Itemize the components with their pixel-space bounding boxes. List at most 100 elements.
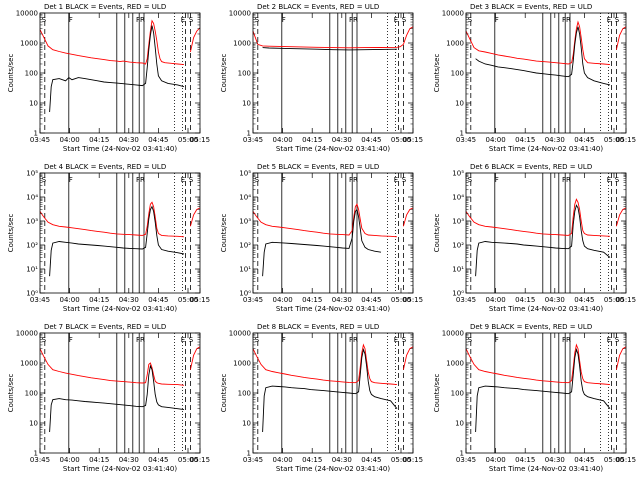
series-events bbox=[475, 347, 611, 433]
panel-title: Det 3 BLACK = Events, RED = ULD bbox=[470, 3, 592, 11]
x-tick-label: 03:45 bbox=[30, 296, 50, 304]
x-tick-label: 03:45 bbox=[243, 296, 263, 304]
plot-frame bbox=[252, 332, 414, 454]
series-uld bbox=[252, 26, 414, 49]
panel-title: Det 9 BLACK = Events, RED = ULD bbox=[470, 323, 592, 331]
marker-letter: E bbox=[607, 176, 611, 184]
x-tick-label: 04:15 bbox=[515, 136, 535, 144]
x-tick-label: 03:45 bbox=[30, 456, 50, 464]
x-tick-label: 04:45 bbox=[361, 456, 381, 464]
y-axis-label: Counts/sec bbox=[7, 214, 15, 253]
y-tick-label: 100 bbox=[25, 390, 38, 398]
x-tick-label: 05:00 bbox=[604, 136, 624, 144]
x-tick-label: 04:30 bbox=[332, 456, 352, 464]
y-tick-label: 10000 bbox=[16, 330, 38, 338]
y-tick-label: 10 bbox=[29, 100, 38, 108]
x-tick-label: 04:15 bbox=[515, 296, 535, 304]
plot-frame bbox=[252, 172, 414, 294]
y-axis-label: Counts/sec bbox=[433, 374, 441, 413]
y-tick-label: 10 bbox=[242, 420, 251, 428]
marker-letter: F bbox=[69, 336, 73, 344]
marker-letter: S bbox=[615, 176, 620, 184]
y-tick-label: 10⁴ bbox=[239, 194, 251, 202]
marker-letter: F bbox=[495, 176, 499, 184]
y-tick-label: 1000 bbox=[446, 360, 464, 368]
x-tick-label: 04:30 bbox=[545, 296, 565, 304]
x-tick-label: 05:00 bbox=[604, 456, 624, 464]
series-uld bbox=[402, 346, 414, 370]
x-tick-label: 03:45 bbox=[456, 296, 476, 304]
series-events bbox=[49, 205, 185, 277]
marker-letter: FR bbox=[349, 176, 358, 184]
series-events bbox=[262, 347, 398, 433]
y-tick-label: 10¹ bbox=[26, 266, 38, 274]
y-tick-label: 1000 bbox=[20, 40, 38, 48]
y-tick-label: 10⁰ bbox=[239, 290, 251, 298]
x-tick-label: 05:00 bbox=[178, 296, 198, 304]
x-tick-label: 04:45 bbox=[574, 296, 594, 304]
plot-frame bbox=[465, 172, 627, 294]
marker-letter: S bbox=[42, 176, 47, 184]
marker-letter: S bbox=[402, 336, 407, 344]
x-tick-label: 04:30 bbox=[332, 136, 352, 144]
plot-frame bbox=[465, 332, 627, 454]
marker-letter: F bbox=[495, 336, 499, 344]
x-tick-label: 04:45 bbox=[574, 456, 594, 464]
marker-letter: S bbox=[42, 16, 47, 24]
x-tick-label: 04:00 bbox=[486, 296, 506, 304]
y-tick-label: 10¹ bbox=[452, 266, 464, 274]
x-tick-label: 04:45 bbox=[148, 136, 168, 144]
x-tick-label: 04:15 bbox=[302, 296, 322, 304]
series-uld bbox=[402, 207, 414, 227]
x-tick-label: 04:45 bbox=[361, 296, 381, 304]
y-tick-label: 10² bbox=[452, 242, 464, 250]
y-axis-label: Counts/sec bbox=[220, 214, 228, 253]
panel-title: Det 1 BLACK = Events, RED = ULD bbox=[44, 3, 166, 11]
series-uld bbox=[39, 201, 185, 238]
x-tick-label: 03:45 bbox=[30, 136, 50, 144]
y-tick-label: 10⁴ bbox=[26, 194, 38, 202]
y-tick-label: 10000 bbox=[442, 10, 464, 18]
y-tick-label: 10¹ bbox=[239, 266, 251, 274]
y-tick-label: 100 bbox=[238, 390, 251, 398]
x-tick-label: 04:00 bbox=[273, 136, 293, 144]
series-events bbox=[475, 26, 611, 86]
plot-frame bbox=[39, 332, 201, 454]
x-tick-label: 04:30 bbox=[119, 136, 139, 144]
plot-frame bbox=[465, 12, 627, 134]
y-tick-label: 1000 bbox=[233, 360, 251, 368]
marker-letter: E bbox=[607, 336, 611, 344]
marker-letter: FR bbox=[136, 336, 145, 344]
marker-letter: E bbox=[181, 176, 185, 184]
series-uld bbox=[615, 26, 627, 50]
marker-letter: F bbox=[69, 176, 73, 184]
x-tick-label: 04:30 bbox=[545, 136, 565, 144]
marker-letter: S bbox=[42, 336, 47, 344]
y-tick-label: 100 bbox=[451, 70, 464, 78]
series-uld bbox=[39, 19, 185, 66]
x-axis-label: Start Time (24-Nov-02 03:41:40) bbox=[489, 305, 603, 313]
y-tick-label: 10³ bbox=[239, 218, 251, 226]
marker-letter: S bbox=[255, 16, 260, 24]
x-tick-label: 04:30 bbox=[119, 456, 139, 464]
series-uld bbox=[189, 207, 201, 227]
y-tick-label: 10 bbox=[29, 420, 38, 428]
marker-letter: S bbox=[402, 16, 407, 24]
y-tick-label: 100 bbox=[25, 70, 38, 78]
y-tick-label: 10000 bbox=[16, 10, 38, 18]
panel-title: Det 5 BLACK = Events, RED = ULD bbox=[257, 163, 379, 171]
marker-letter: FR bbox=[562, 176, 571, 184]
series-uld bbox=[465, 198, 611, 237]
marker-letter: S bbox=[255, 176, 260, 184]
marker-letter: E bbox=[394, 16, 398, 24]
marker-letter: S bbox=[189, 16, 194, 24]
x-tick-label: 04:30 bbox=[545, 456, 565, 464]
x-tick-label: 05:00 bbox=[391, 296, 411, 304]
series-events bbox=[262, 47, 398, 51]
x-tick-label: 04:45 bbox=[574, 136, 594, 144]
